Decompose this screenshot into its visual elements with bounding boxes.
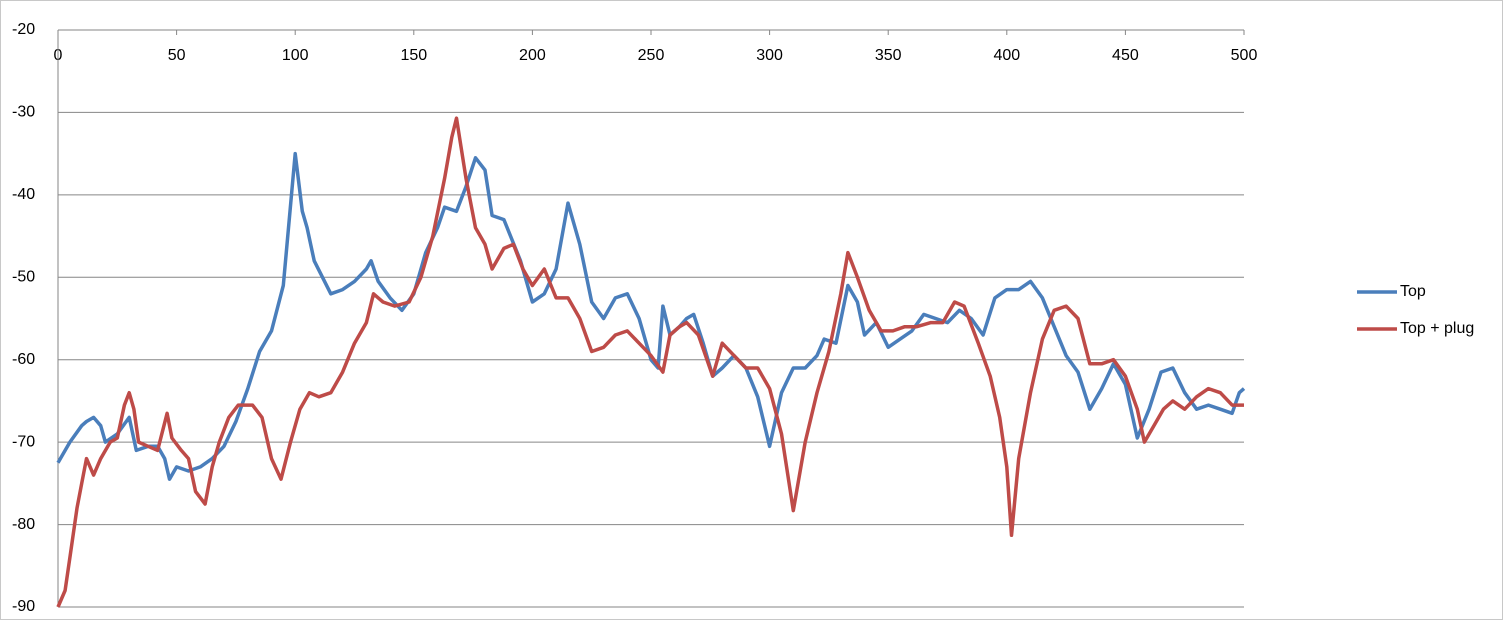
- x-tick-label: 150: [400, 47, 427, 64]
- y-tick-label: -80: [12, 516, 35, 533]
- x-tick-label: 350: [875, 47, 902, 64]
- y-tick-label: -40: [12, 186, 35, 203]
- x-tick-label: 200: [519, 47, 546, 64]
- y-tick-label: -70: [12, 433, 35, 450]
- x-tick-label: 100: [282, 47, 309, 64]
- y-tick-label: -90: [12, 598, 35, 615]
- y-tick-label: -30: [12, 104, 35, 121]
- y-tick-label: -60: [12, 351, 35, 368]
- y-tick-label: -20: [12, 21, 35, 38]
- x-tick-label: 300: [756, 47, 783, 64]
- legend-label: Top: [1400, 283, 1426, 300]
- series-line: [56, 116, 1244, 608]
- series-line: [56, 151, 1246, 481]
- x-tick-label: 450: [1112, 47, 1139, 64]
- legend-label: Top + plug: [1400, 320, 1474, 337]
- x-tick-label: 500: [1231, 47, 1258, 64]
- x-tick-label: 250: [638, 47, 665, 64]
- x-tick-label: 400: [993, 47, 1020, 64]
- y-tick-label: -50: [12, 269, 35, 286]
- x-tick-label: 50: [168, 47, 186, 64]
